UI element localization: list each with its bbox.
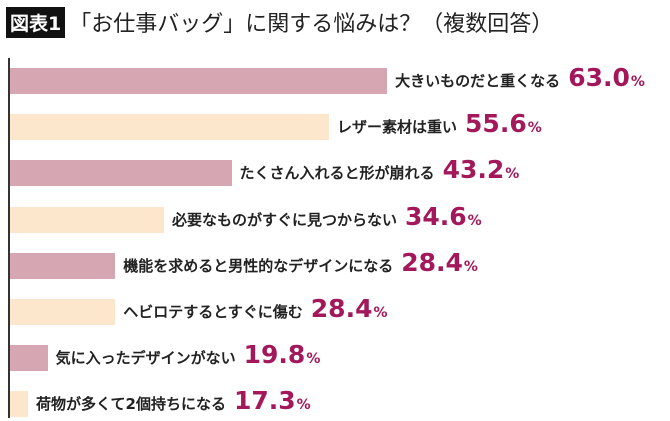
unit-label: % — [463, 258, 478, 275]
value-label: 43.2 — [442, 155, 505, 185]
category-label: 大きいものだと重くなる — [395, 72, 561, 90]
unit-label: % — [527, 120, 542, 137]
bar-label: 荷物が多くて2個持ちになる 17.3% — [36, 386, 311, 415]
value-label: 34.6 — [404, 201, 467, 231]
bar-label: レザー素材は重い 55.6% — [337, 109, 542, 138]
category-label: レザー素材は重い — [337, 118, 458, 137]
bar-label: 必要なものがすぐに見つからない 34.6% — [172, 202, 482, 231]
value-label: 55.6 — [465, 109, 527, 139]
unit-label: % — [373, 305, 388, 321]
unit-label: % — [306, 351, 321, 368]
unit-label: % — [467, 212, 482, 229]
bar — [10, 68, 388, 94]
category-label: 荷物が多くて2個持ちになる — [35, 395, 226, 414]
value-label: 28.4 — [401, 247, 463, 277]
figure-badge: 図表1 — [6, 6, 66, 38]
bar-label: 大きいものだと重くなる 63.0% — [395, 63, 645, 92]
bar-label: 気に入ったデザインがない 19.8% — [56, 340, 321, 369]
category-label: ヘビロテするとすぐに傷む — [123, 303, 303, 321]
value-label: 17.3 — [233, 386, 296, 416]
value-label: 63.0 — [568, 63, 630, 92]
bar — [10, 252, 116, 279]
bar — [10, 206, 164, 233]
y-axis-line — [8, 58, 10, 418]
unit-label: % — [630, 74, 645, 90]
category-label: 機能を求めると男性的なデザインになる — [123, 256, 394, 275]
title-text: 「お仕事バッグ」に関する悩みは？（複数回答） — [69, 12, 554, 37]
unit-label: % — [296, 397, 311, 414]
category-label: たくさん入れると形が崩れる — [239, 164, 435, 183]
bar-label: 機能を求めると男性的なデザインになる 28.4% — [123, 248, 478, 277]
value-label: 19.8 — [243, 340, 306, 370]
bar — [10, 391, 28, 418]
value-label: 28.4 — [310, 294, 373, 323]
bar — [10, 299, 116, 325]
bar-label: たくさん入れると形が崩れる 43.2% — [240, 155, 520, 184]
bar — [10, 114, 330, 141]
bar — [10, 160, 232, 187]
bar — [10, 345, 48, 372]
bar-label: ヘビロテするとすぐに傷む 28.4% — [123, 294, 387, 323]
category-label: 気に入ったデザインがない — [55, 349, 236, 368]
unit-label: % — [505, 166, 520, 183]
chart-title: 図表1 「お仕事バッグ」に関する悩みは？（複数回答） — [6, 6, 553, 38]
category-label: 必要なものがすぐに見つからない — [171, 210, 397, 229]
